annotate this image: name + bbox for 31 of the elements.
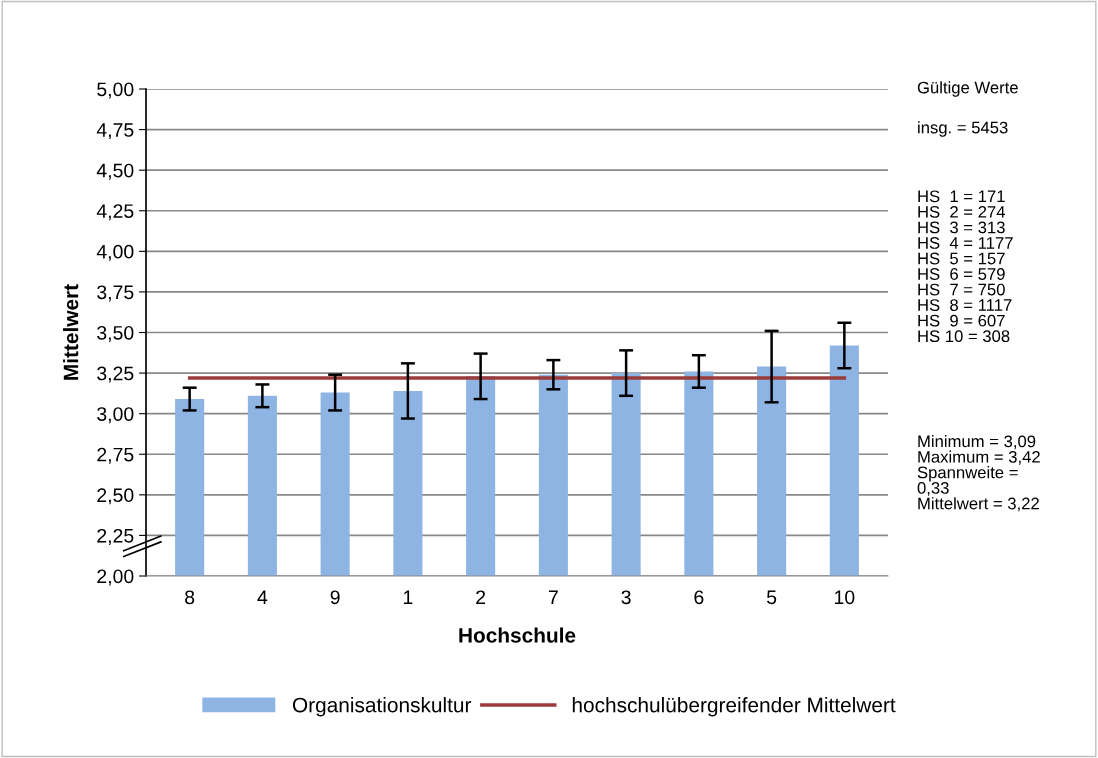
legend-label: Organisationskultur — [292, 697, 472, 717]
x-tick-label: 9 — [330, 590, 340, 605]
y-tick-label: 4,75 — [96, 123, 134, 140]
y-tick-label: 2,50 — [97, 488, 134, 505]
y-tick-label: 4,25 — [96, 204, 134, 221]
x-tick-label: 2 — [476, 590, 486, 604]
y-tick-label: 3,75 — [97, 285, 134, 302]
x-axis-title: Hochschule — [459, 627, 576, 643]
y-tick-label: 4,00 — [96, 244, 134, 261]
x-tick-label: 5 — [766, 590, 777, 605]
x-tick-label: 8 — [185, 590, 195, 605]
text: Gültige Werte — [917, 81, 1018, 97]
y-tick-label: 2,25 — [97, 528, 134, 545]
x-tick-label: 3 — [621, 590, 631, 605]
y-tick-label: 5,00 — [97, 82, 134, 99]
x-tick-label: 1 — [403, 590, 413, 604]
y-tick-label: 3,25 — [97, 366, 134, 383]
y-axis-title: Mittelwert — [63, 284, 79, 380]
y-tick-label: 3,00 — [97, 407, 134, 424]
x-tick-label: 7 — [548, 590, 558, 604]
legend-label: hochschulübergreifender Mittelwert — [572, 697, 896, 717]
x-tick-label: 6 — [694, 590, 704, 605]
y-tick-label: 2,75 — [97, 447, 134, 464]
text: insg. = 5453 — [918, 121, 1008, 137]
x-tick-label: 4 — [257, 590, 268, 604]
y-tick-label: 2,00 — [97, 569, 134, 586]
text: Minimum = 3,09 Maximum = 3,42 Spannweite = 0,33 Mittelwert = 3,22 — [917, 435, 1040, 512]
y-tick-label: 3,50 — [97, 325, 134, 343]
y-tick-label: 4,50 — [96, 163, 134, 180]
x-tick-label: 10 — [835, 590, 855, 605]
text: HS 1 = 171 HS 2 = 274 HS 3 = 313 HS 4 = 1177 HS 5 = 157 HS 6 = 579 HS 7 = 750 HS 8 = 1117 HS 9 = 607 HS 10 = 308 — [918, 190, 1013, 343]
